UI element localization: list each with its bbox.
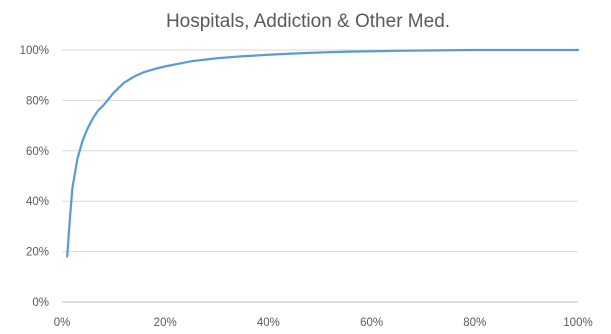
y-axis-tick-labels: 0% 20% 40% 60% 80% 100%	[20, 45, 49, 309]
x-tick-label: 60%	[360, 317, 383, 329]
x-axis-tick-labels: 0% 20% 40% 60% 80% 100%	[54, 317, 593, 329]
y-tick-label: 0%	[32, 297, 49, 309]
x-tick-label: 0%	[54, 317, 71, 329]
series-layer	[66, 48, 580, 258]
y-tick-label: 60%	[26, 146, 49, 158]
series-line-0	[66, 48, 580, 258]
y-tick-label: 20%	[26, 247, 49, 259]
y-tick-label: 40%	[26, 196, 49, 208]
x-tick-label: 80%	[463, 317, 486, 329]
y-tick-label: 100%	[20, 45, 49, 57]
x-tick-label: 100%	[563, 317, 592, 329]
gridlines	[62, 49, 578, 303]
chart-title: Hospitals, Addiction & Other Med.	[166, 11, 450, 32]
y-tick-label: 80%	[26, 95, 49, 107]
x-tick-label: 40%	[257, 317, 280, 329]
x-tick-label: 20%	[154, 317, 177, 329]
